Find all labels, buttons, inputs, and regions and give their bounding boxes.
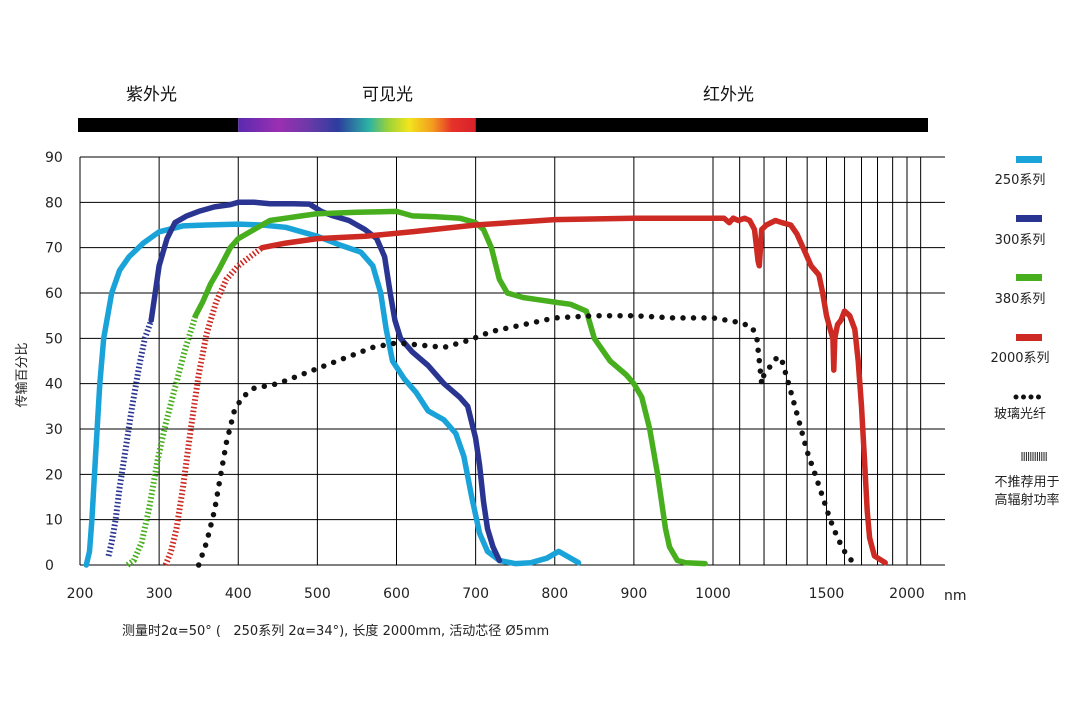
legend-label: 2000系列	[990, 351, 1049, 366]
x-tick-label: 1500	[809, 586, 845, 602]
data-series	[83, 199, 888, 568]
x-tick-label: 900	[621, 586, 648, 602]
y-tick-label: 60	[45, 286, 63, 302]
x-tick-label: 200	[67, 586, 94, 602]
x-tick-labels: 200 300 400 500 600 700 800 900 1000 1500 2000	[67, 586, 925, 602]
series-line	[259, 215, 888, 566]
x-tick-label: 500	[304, 586, 331, 602]
spectrum-band	[78, 118, 239, 132]
x-tick-label: 2000	[889, 586, 925, 602]
legend-swatch	[1016, 215, 1042, 222]
y-tick-labels: 0 10 20 30 40 50 60 70 80 90	[45, 150, 63, 574]
legend-label: 玻璃光纤	[994, 407, 1046, 422]
x-tick-label: 400	[225, 586, 252, 602]
not-recommended-segment	[125, 314, 199, 568]
x-tick-label: 600	[383, 586, 410, 602]
spectrum-band-label: 红外光	[703, 85, 754, 105]
spectrum-band	[475, 118, 928, 132]
y-tick-label: 10	[45, 513, 63, 529]
series-line-glass-fiber	[195, 312, 861, 568]
y-tick-label: 20	[45, 467, 63, 483]
y-tick-label: 0	[45, 558, 54, 574]
y-tick-label: 90	[45, 150, 63, 166]
legend-label: 250系列	[995, 173, 1046, 188]
legend-swatch	[1016, 274, 1042, 281]
spectrum-band-label: 可见光	[362, 85, 413, 105]
footnote: 测量时2α=50° ( 250系列 2α=34°), 长度 2000mm, 活动…	[122, 623, 549, 639]
legend-swatch	[1016, 156, 1042, 163]
spectrum-band	[238, 118, 476, 132]
y-axis-label: 传输百分比	[14, 342, 30, 407]
x-tick-label: 800	[541, 586, 568, 602]
legend-label: 380系列	[995, 292, 1046, 307]
y-tick-label: 70	[45, 241, 63, 257]
legend-label-not-recommended: 不推荐用于高辐射功率	[994, 475, 1059, 508]
spectrum-band-label: 紫外光	[126, 85, 177, 105]
y-tick-label: 80	[45, 195, 63, 211]
spectrum-bands: 紫外光 可见光 红外光	[78, 85, 928, 132]
x-tick-label: 300	[146, 586, 173, 602]
x-tick-label: 1000	[695, 586, 731, 602]
not-recommended-segments	[105, 245, 264, 568]
grid-lines	[79, 156, 945, 566]
x-axis-unit-label: nm	[944, 588, 967, 604]
x-tick-label: 700	[462, 586, 489, 602]
y-tick-label: 50	[45, 331, 63, 347]
y-tick-label: 40	[45, 377, 63, 393]
legend-label: 300系列	[995, 233, 1046, 248]
y-tick-label: 30	[45, 422, 63, 438]
legend-swatch	[1016, 334, 1042, 341]
series-line	[148, 199, 503, 564]
series-line	[192, 208, 708, 567]
not-recommended-segment	[105, 319, 155, 557]
